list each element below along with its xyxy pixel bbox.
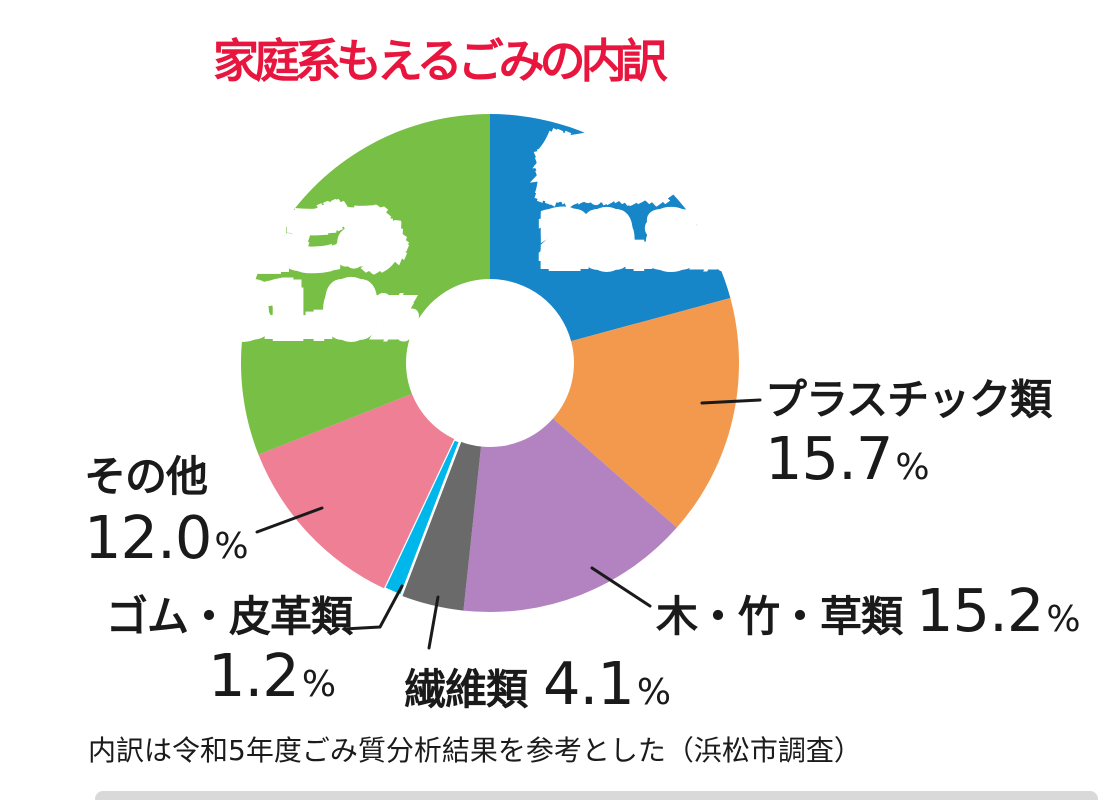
leader-line-wood-bamboo-grass — [590, 566, 652, 608]
label-paper-value: 20.8 — [536, 200, 700, 282]
label-rubber-leather: ゴム・皮革類 1.2% — [106, 592, 353, 711]
label-food-waste-name: 生ごみ — [216, 197, 409, 282]
leader-line-rubber-leather — [342, 584, 404, 631]
label-wood-bamboo-grass: 木・竹・草類 15.2% — [656, 576, 1081, 645]
leader-line-plastics — [700, 398, 762, 405]
slice-paper — [490, 114, 731, 342]
slice-textiles — [401, 441, 482, 611]
label-textiles: 繊維類 4.1% — [404, 649, 671, 718]
slice-wood-bamboo-grass — [463, 418, 677, 613]
label-plastics-percent-sign: % — [895, 447, 930, 489]
label-textiles-percent-sign: % — [636, 672, 672, 713]
label-food-waste: 生ごみ 31.0% — [216, 197, 420, 352]
label-rubber-leather-value: 1.2 — [208, 641, 300, 711]
label-textiles-name: 繊維類 — [404, 665, 528, 714]
leader-lines — [255, 398, 762, 650]
label-food-waste-percent-sign: % — [367, 291, 420, 348]
label-wood-bamboo-grass-percent-sign: % — [1046, 599, 1081, 640]
page-title: 家庭系もえるごみの内訳 — [213, 34, 668, 88]
label-paper-percent-sign: % — [687, 221, 740, 278]
slice-plastics — [553, 298, 740, 528]
label-other-name: その他 — [84, 452, 208, 501]
label-food-waste-value: 31.0 — [216, 270, 380, 352]
label-plastics: プラスチック類 15.7% — [765, 375, 1052, 494]
label-textiles-value: 4.1 — [543, 649, 635, 718]
leader-line-other — [255, 506, 324, 534]
label-plastics-value: 15.7 — [765, 424, 893, 494]
label-other-percent-sign: % — [214, 526, 249, 568]
label-paper-name: 紙類 — [536, 127, 670, 212]
label-other-value: 12.0 — [84, 503, 212, 573]
slice-food-waste — [241, 114, 490, 455]
label-paper: 紙類 20.8% — [536, 127, 740, 282]
label-wood-bamboo-grass-value: 15.2 — [916, 576, 1044, 645]
label-rubber-leather-name: ゴム・皮革類 — [106, 592, 353, 641]
slice-other — [258, 393, 455, 589]
source-note: 内訳は令和5年度ごみ質分析結果を参考とした（浜松市調査） — [88, 734, 862, 767]
label-wood-bamboo-grass-name: 木・竹・草類 — [656, 592, 903, 641]
leader-line-textiles — [427, 595, 440, 650]
label-rubber-leather-percent-sign: % — [301, 664, 337, 706]
donut-slices — [241, 114, 740, 613]
label-plastics-name: プラスチック類 — [765, 375, 1052, 424]
label-other: その他 12.0% — [84, 452, 249, 571]
bottom-page-edge — [95, 791, 1098, 800]
